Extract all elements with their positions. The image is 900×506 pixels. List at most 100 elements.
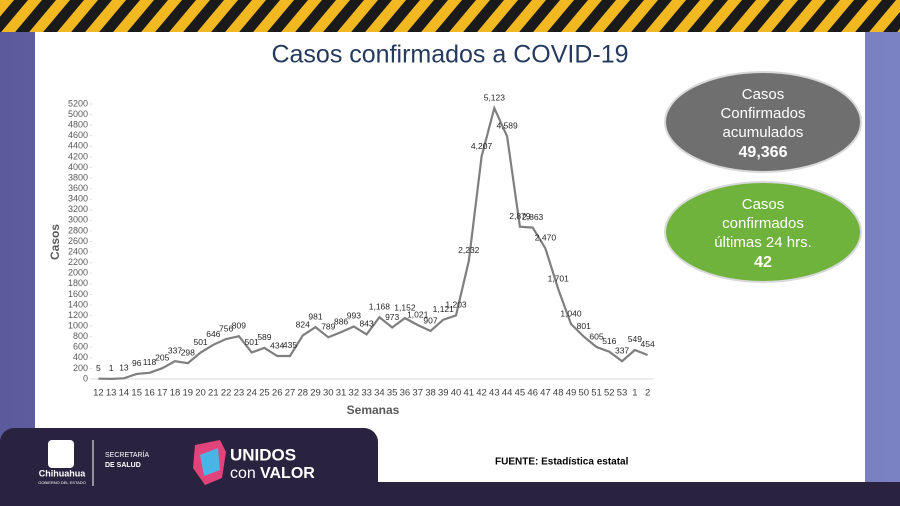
x-tick-label: 42 <box>476 388 487 399</box>
panel-value: 49,366 <box>739 144 788 161</box>
x-tick-label: 28 <box>297 388 308 399</box>
data-label: 1,203 <box>445 300 467 310</box>
x-tick-label: 48 <box>553 388 564 399</box>
data-label: 981 <box>308 311 322 321</box>
footer-strip <box>0 482 900 506</box>
y-tick-label: 2200 <box>68 257 88 267</box>
data-label: 2,470 <box>535 233 557 243</box>
x-tick-label: 25 <box>259 388 270 399</box>
data-label: 435 <box>283 340 297 350</box>
data-label: 4,589 <box>496 121 518 131</box>
recent-bubble <box>664 181 862 283</box>
y-tick-label: 2400 <box>68 246 88 256</box>
y-tick-label: 600 <box>73 342 88 352</box>
x-tick-label: 46 <box>527 388 538 399</box>
x-tick-label: 49 <box>566 388 577 399</box>
x-tick-label: 13 <box>106 388 117 399</box>
data-label: 907 <box>423 315 437 325</box>
panel-text: últimas 24 hrs. <box>714 234 812 251</box>
y-tick-label: 1800 <box>68 278 88 288</box>
y-tick-label: 4400 <box>68 141 88 151</box>
x-tick-label: 17 <box>157 388 168 399</box>
data-label: 96 <box>132 358 142 368</box>
data-label: 809 <box>232 320 246 330</box>
y-tick-label: 800 <box>73 331 88 341</box>
data-label: 1,168 <box>369 301 391 311</box>
brand-logo <box>200 448 220 476</box>
data-label: 549 <box>628 334 642 344</box>
data-label: 118 <box>143 357 157 367</box>
x-tick-label: 53 <box>617 388 628 399</box>
source-note: FUENTE: Estadística estatal <box>495 457 629 468</box>
secretary-text: SECRETARÍA <box>105 450 150 459</box>
panel-text: Confirmados <box>720 105 805 122</box>
plot: 0200400600800100012001400160018002000220… <box>68 92 655 398</box>
data-label: 756 <box>219 323 233 333</box>
data-label: 2,863 <box>522 212 544 222</box>
data-label: 1,152 <box>394 302 416 312</box>
y-tick-label: 3000 <box>68 215 88 225</box>
y-tick-label: 3200 <box>68 204 88 214</box>
x-tick-label: 12 <box>93 388 104 399</box>
y-tick-label: 1600 <box>68 289 88 299</box>
y-tick-label: 1400 <box>68 299 88 309</box>
data-label: 205 <box>155 352 169 362</box>
brand-text: VALOR <box>260 465 315 482</box>
y-tick-label: 1200 <box>68 310 88 320</box>
y-tick-label: 4600 <box>68 130 88 140</box>
y-tick-label: 2000 <box>68 268 88 278</box>
x-tick-label: 1 <box>632 388 637 399</box>
y-tick-label: 2600 <box>68 236 88 246</box>
y-tick-label: 3800 <box>68 172 88 182</box>
x-tick-label: 44 <box>502 388 513 399</box>
data-label: 337 <box>615 345 629 355</box>
state-logo <box>48 440 74 468</box>
y-axis-label: Casos <box>48 224 62 260</box>
data-label: 454 <box>641 339 655 349</box>
data-label: 1,021 <box>407 309 429 319</box>
x-tick-label: 40 <box>451 388 462 399</box>
x-tick-label: 47 <box>540 388 551 399</box>
data-label: 1,701 <box>548 273 570 283</box>
y-tick-label: 5000 <box>68 109 88 119</box>
y-tick-label: 4800 <box>68 120 88 130</box>
data-label: 1,040 <box>560 308 582 318</box>
data-label: 1 <box>109 363 114 373</box>
data-label: 2,879 <box>509 211 531 221</box>
data-label: 824 <box>296 320 310 330</box>
x-tick-label: 45 <box>515 388 526 399</box>
x-tick-label: 37 <box>412 388 423 399</box>
y-tick-label: 3400 <box>68 194 88 204</box>
data-label: 1,121 <box>433 304 455 314</box>
y-tick-label: 2800 <box>68 225 88 235</box>
state-subtitle: GOBIERNO DEL ESTADO <box>38 480 86 485</box>
x-tick-label: 52 <box>604 388 615 399</box>
x-tick-label: 31 <box>336 388 347 399</box>
x-tick-label: 29 <box>310 388 321 399</box>
panel-text: acumulados <box>723 124 804 141</box>
data-label: 589 <box>257 332 271 342</box>
y-tick-label: 1000 <box>68 320 88 330</box>
data-label: 843 <box>360 319 374 329</box>
data-label: 337 <box>168 345 182 355</box>
x-tick-label: 30 <box>323 388 334 399</box>
panel-text: confirmados <box>722 215 804 232</box>
data-label: 298 <box>181 347 195 357</box>
x-tick-label: 41 <box>464 388 475 399</box>
data-label: 646 <box>206 329 220 339</box>
data-label: 2,232 <box>458 245 480 255</box>
x-tick-label: 14 <box>119 388 130 399</box>
panel-value: 42 <box>754 254 772 271</box>
data-label: 886 <box>334 316 348 326</box>
x-tick-label: 21 <box>208 388 219 399</box>
brand-text: con <box>230 465 256 482</box>
y-tick-label: 4200 <box>68 151 88 161</box>
x-tick-label: 39 <box>438 388 449 399</box>
data-label: 5,123 <box>484 92 506 102</box>
x-tick-label: 20 <box>195 388 206 399</box>
x-tick-label: 24 <box>246 388 257 399</box>
y-tick-label: 400 <box>73 352 88 362</box>
brand-text: UNIDOS <box>230 445 296 464</box>
data-label: 973 <box>385 312 399 322</box>
chart-title: Casos confirmados a COVID-19 <box>271 41 628 69</box>
